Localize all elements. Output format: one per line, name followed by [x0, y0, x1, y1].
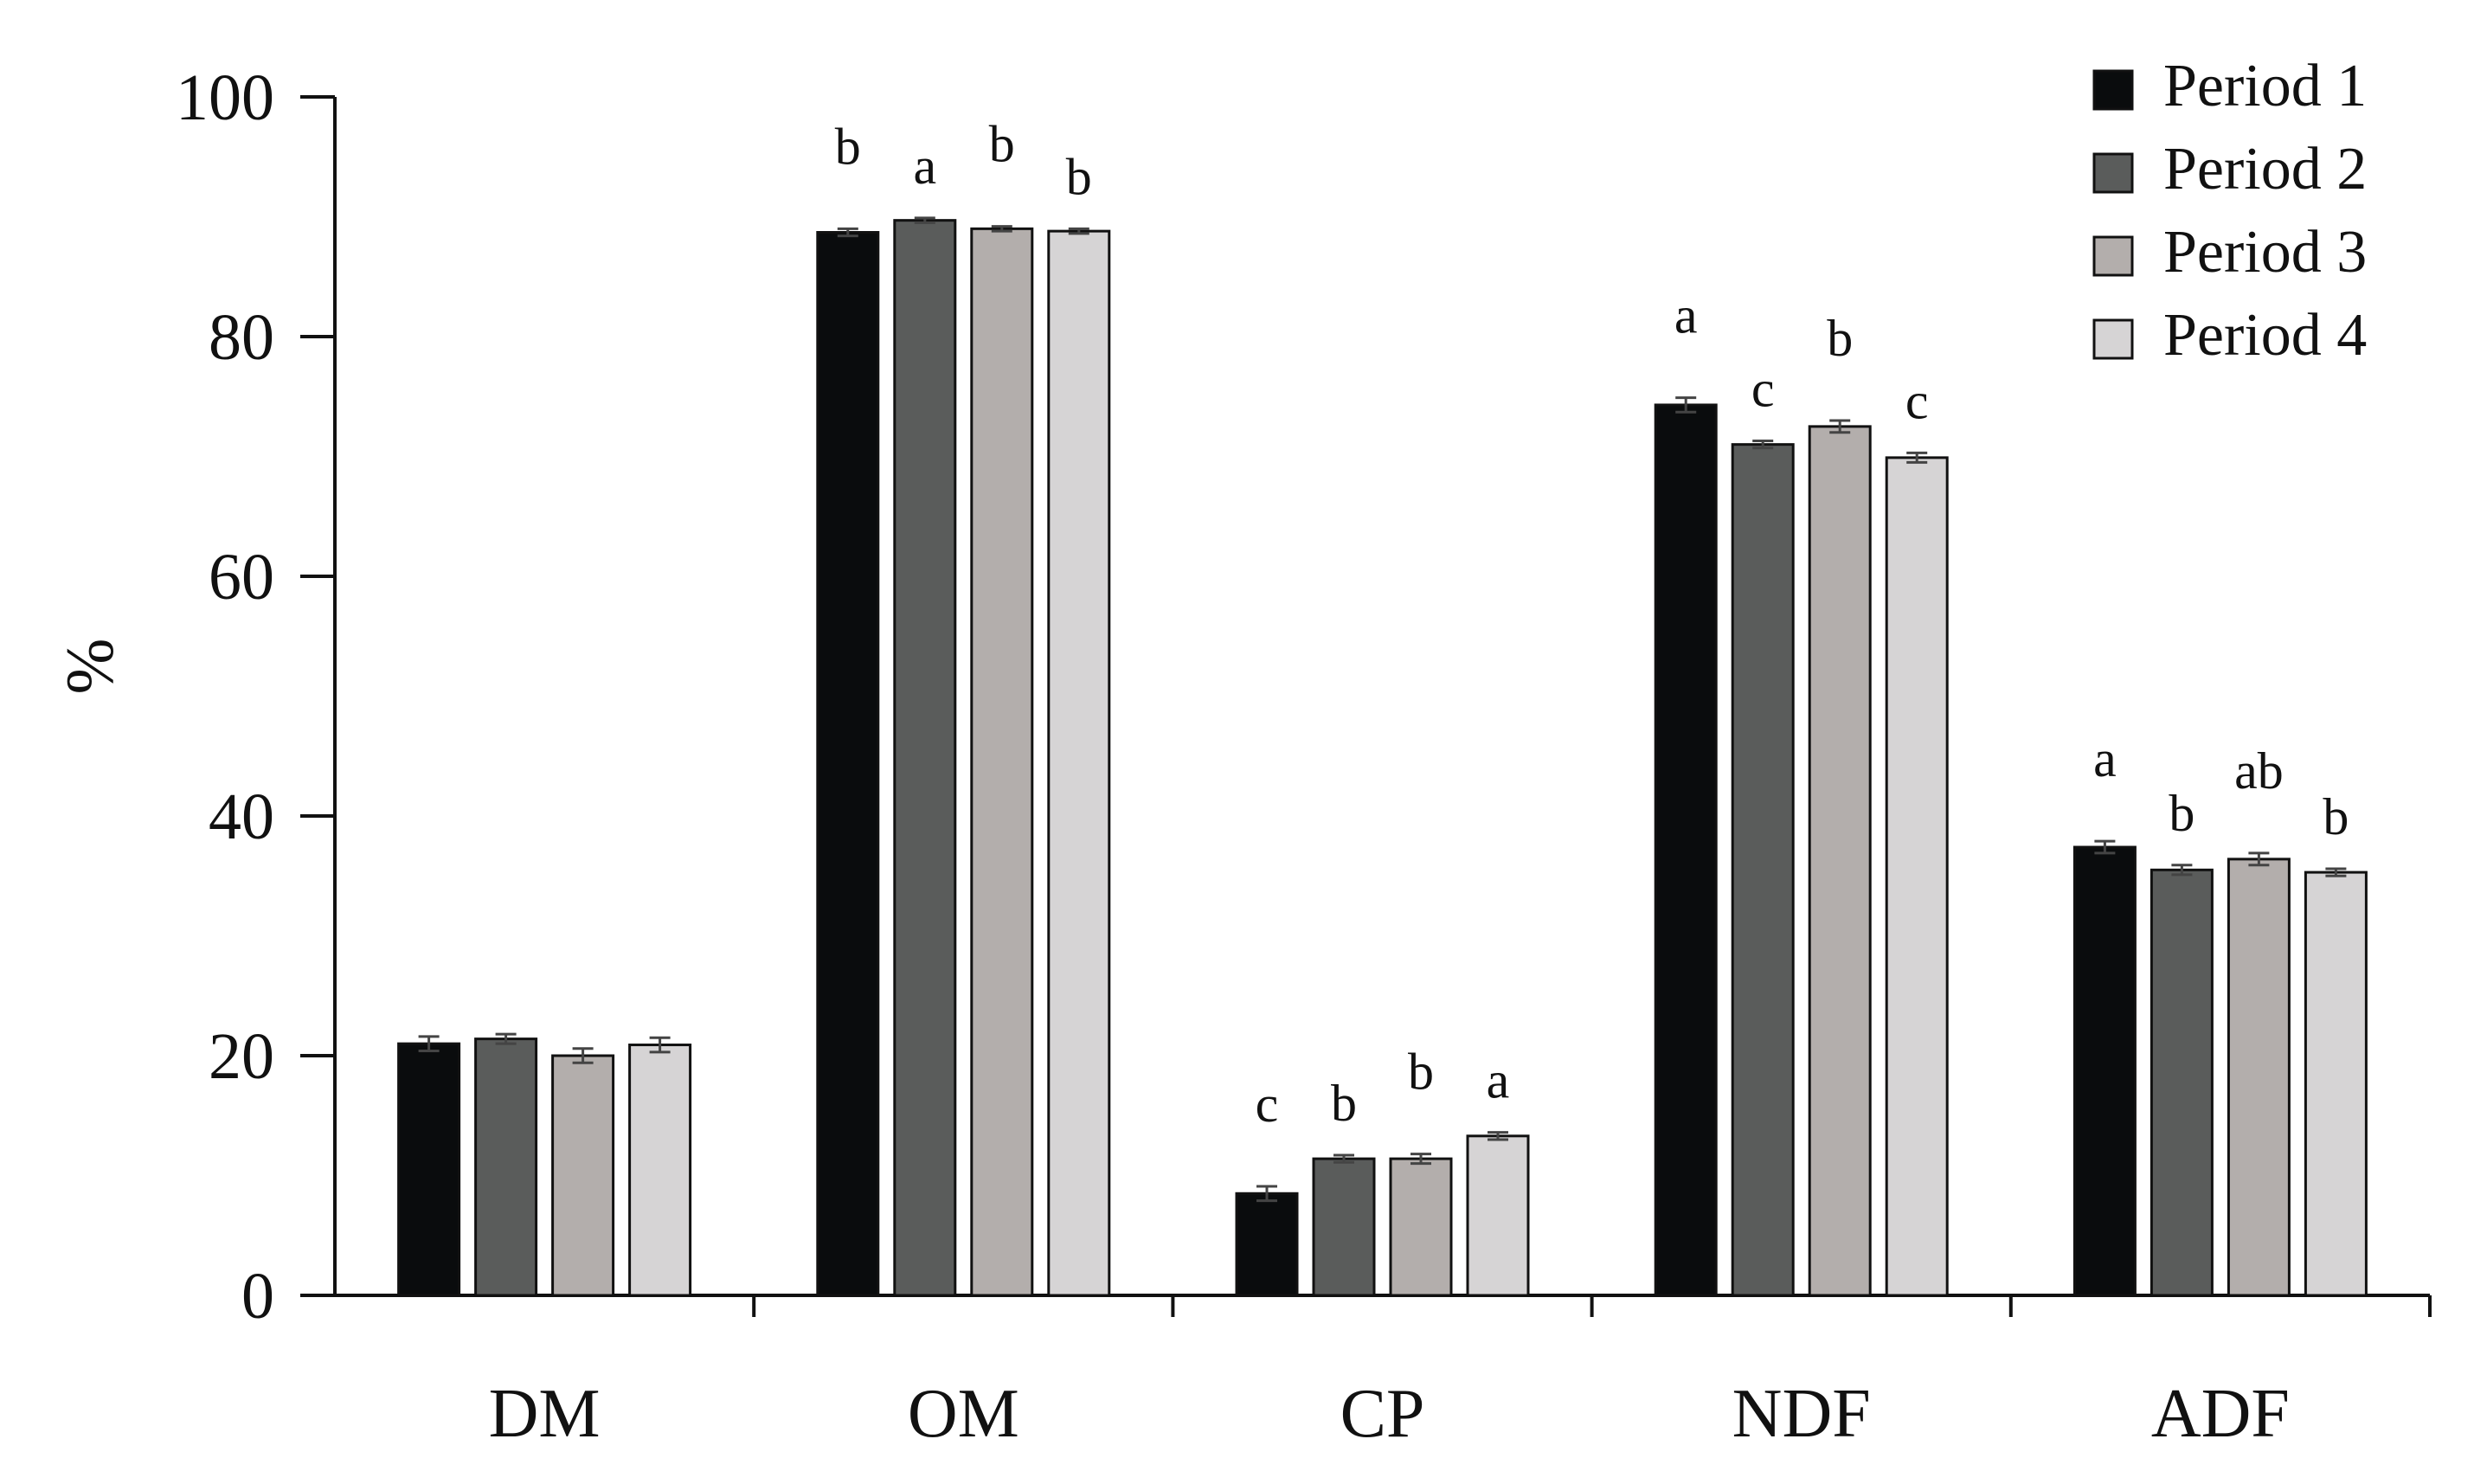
legend-swatch: [2092, 235, 2134, 277]
legend-label: Period 3: [2163, 219, 2367, 286]
significance-letter: b: [1408, 1044, 1434, 1101]
significance-letter: b: [835, 118, 861, 175]
y-axis: 0 20 40 60 80 100: [176, 61, 337, 1333]
bar: [2072, 845, 2137, 1297]
x-axis: DM OM CP NDF ADF: [335, 1294, 2432, 1452]
legend: Period 1 Period 2 Period 3 Period 4: [2092, 53, 2367, 369]
significance-letter: b: [2169, 785, 2194, 842]
significance-letter: b: [1066, 148, 1092, 205]
bar: [1466, 1134, 1530, 1297]
legend-swatch: [2092, 152, 2134, 194]
bar: [1312, 1157, 1376, 1297]
bar: [1389, 1157, 1453, 1297]
bar: [1808, 425, 1872, 1297]
significance-letter: b: [1331, 1075, 1357, 1132]
y-tick-label: 20: [209, 1020, 274, 1093]
bar: [2304, 870, 2368, 1297]
bar: [970, 227, 1034, 1297]
bar: [1654, 403, 1718, 1297]
significance-letter: a: [2093, 730, 2117, 787]
bar: [628, 1044, 692, 1297]
x-category-label: OM: [908, 1376, 1019, 1452]
x-category-label: CP: [1340, 1376, 1425, 1452]
bar: [551, 1054, 615, 1297]
bars-group: [397, 216, 2368, 1297]
legend-label: Period 1: [2163, 53, 2367, 119]
significance-letter: b: [989, 116, 1015, 173]
significance-letter: a: [1674, 287, 1698, 344]
x-category-label: ADF: [2151, 1376, 2290, 1452]
significance-letter: c: [1256, 1076, 1279, 1133]
significance-letter: c: [1751, 360, 1775, 417]
bar: [1235, 1192, 1299, 1297]
bar: [2149, 868, 2214, 1297]
significance-letter: c: [1905, 372, 1929, 429]
significance-letter: b: [1827, 310, 1853, 367]
x-category-label: NDF: [1732, 1376, 1871, 1452]
bar: [397, 1042, 461, 1297]
legend-swatch: [2092, 69, 2134, 111]
bar: [1047, 229, 1111, 1297]
significance-letter: b: [2323, 788, 2349, 845]
bar: [893, 219, 957, 1297]
legend-label: Period 4: [2163, 302, 2367, 369]
x-category-label: DM: [489, 1376, 601, 1452]
significance-letter: a: [913, 138, 936, 195]
bar: [474, 1038, 538, 1297]
y-tick-label: 60: [209, 541, 274, 614]
legend-label: Period 2: [2163, 136, 2367, 202]
bar: [1885, 456, 1949, 1297]
y-axis-title: %: [52, 639, 127, 695]
y-tick-label: 0: [241, 1260, 274, 1333]
bar: [1731, 443, 1795, 1297]
bar: [816, 231, 880, 1297]
y-tick-label: 80: [209, 301, 274, 374]
legend-swatch: [2092, 318, 2134, 360]
significance-letter: a: [1487, 1052, 1510, 1109]
y-tick-label: 40: [209, 781, 274, 853]
bar: [2227, 858, 2291, 1297]
significance-letter: ab: [2234, 742, 2284, 800]
y-tick-label: 100: [176, 61, 274, 134]
